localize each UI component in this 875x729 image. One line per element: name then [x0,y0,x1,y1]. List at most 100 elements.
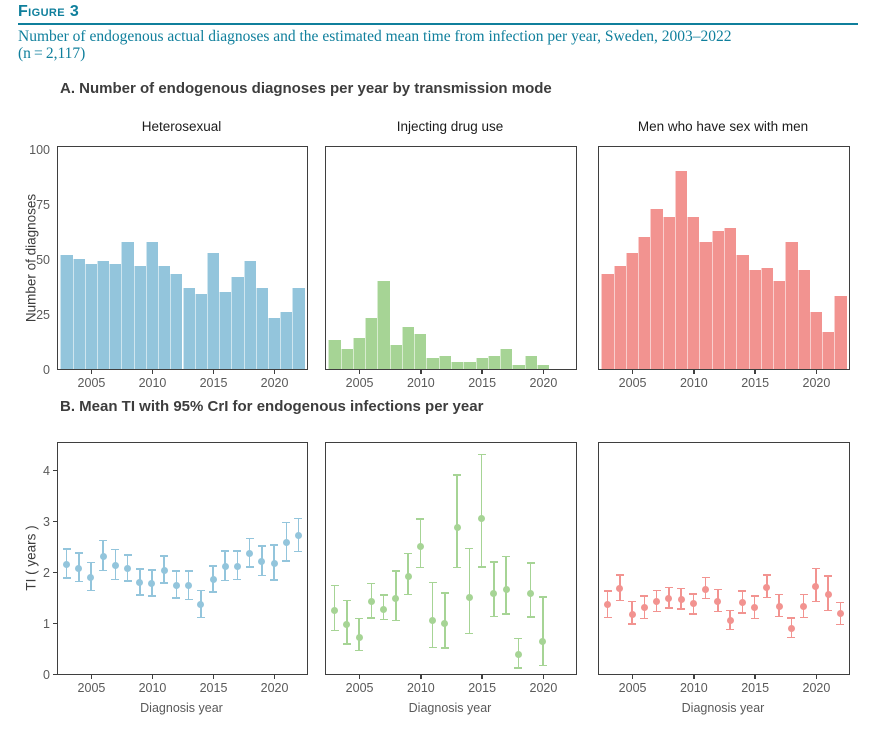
y-tick-mark-1 [53,622,57,625]
mean-point-2004 [75,564,83,572]
x-tick-label-2015: 2015 [741,376,770,390]
mean-point-2016 [490,589,498,597]
error-cap-bottom-2013 [726,628,735,631]
x-tick-mark-2015 [754,675,756,679]
error-cap-bottom-2009 [677,608,686,610]
mean-point-2006 [640,604,648,612]
mean-point-2007 [653,597,661,605]
bar-2018 [512,364,525,369]
error-cap-bottom-2005 [628,623,637,625]
bar-2004 [613,265,626,369]
error-cap-top-2021 [282,521,291,524]
bar-2013 [451,362,464,369]
error-cap-top-2003 [330,584,339,587]
bar-2019 [524,355,537,369]
x-axis-label-1: Diagnosis year [140,701,223,715]
bar-2006 [97,261,110,369]
error-cap-bottom-2013 [184,598,193,601]
mean-point-2020 [270,560,278,568]
bar-2020 [536,364,550,369]
bar-2006 [638,237,651,369]
bar-2018 [785,241,798,369]
error-cap-bottom-2008 [664,607,673,609]
x-tick-label-2010: 2010 [406,681,435,695]
error-cap-top-2006 [640,595,649,597]
bar-2003 [601,274,614,369]
error-cap-bottom-2003 [330,629,339,632]
bar-2021 [822,331,835,369]
error-cap-top-2018 [787,617,796,619]
error-cap-bottom-2021 [282,560,291,562]
bar-2012 [170,274,183,369]
x-tick-label-2015: 2015 [741,681,770,695]
bar-2010 [145,241,159,369]
mean-point-2017 [775,602,783,610]
mean-point-2009 [404,572,412,580]
bar-2003 [60,254,73,369]
panel-title-msm: Men who have sex with men [637,119,809,134]
error-cap-bottom-2011 [428,646,437,649]
error-cap-top-2019 [526,562,535,564]
bar-2007 [650,208,663,369]
bar-2009 [401,327,415,369]
mean-point-2012 [714,597,722,605]
error-cap-top-2004 [615,574,624,576]
x-tick-label-2005: 2005 [77,376,106,390]
error-cap-top-2005 [86,561,95,564]
mean-point-2008 [392,595,400,603]
error-cap-top-2011 [701,576,710,579]
error-cap-top-2006 [367,582,376,585]
bar-2007 [377,281,390,369]
bar-2005 [352,338,366,369]
error-cap-bottom-2022 [294,550,303,553]
mean-point-2011 [429,617,437,625]
error-cap-bottom-2007 [379,618,388,621]
error-cap-top-2015 [750,595,759,597]
y-tick-mark-2 [53,571,57,574]
error-cap-bottom-2015 [750,617,759,620]
y-tick-label-75: 75 [36,197,50,212]
x-tick-mark-2010 [420,675,422,679]
x-tick-label-2005: 2005 [77,681,106,695]
error-cap-bottom-2018 [514,667,523,669]
error-cap-top-2010 [147,569,156,571]
x-tick-mark-2010 [151,675,154,679]
mean-point-2022 [294,532,302,540]
error-cap-bottom-2006 [99,569,108,572]
y-tick-mark-0 [53,673,57,676]
x-tick-label-2020: 2020 [802,681,831,695]
error-bar-2019 [529,562,532,617]
bar-2014 [463,362,476,369]
x-tick-mark-2005 [631,675,634,679]
bar-2021 [280,311,293,369]
error-cap-top-2013 [453,474,462,476]
error-cap-bottom-2010 [689,613,698,615]
error-cap-bottom-2004 [74,580,83,583]
mean-point-2005 [87,573,95,581]
y-tick-mark-3 [53,520,57,523]
bar-2009 [674,171,688,369]
error-cap-bottom-2004 [342,643,351,645]
error-cap-bottom-2018 [245,566,254,568]
bar-2010 [414,333,427,369]
error-cap-top-2007 [111,548,120,551]
x-tick-mark-2020 [542,675,545,679]
error-cap-bottom-2008 [123,580,132,582]
bar-2016 [487,355,500,369]
mean-point-2011 [702,585,710,593]
bar-2003 [328,340,341,369]
error-bar-2013 [456,475,458,568]
x-tick-label-2015: 2015 [199,681,228,695]
plot-a-heterosexual [57,146,308,370]
x-tick-mark-2020 [273,675,276,679]
bar-2017 [231,276,244,369]
plot-a-msm [598,146,850,370]
y-tick-label-3: 3 [43,514,50,529]
mean-point-2014 [738,599,746,607]
mean-point-2019 [527,590,535,598]
mean-point-2010 [689,600,697,608]
x-tick-label-2010: 2010 [406,376,435,390]
error-cap-top-2010 [689,593,698,595]
x-tick-mark-2005 [90,675,93,679]
